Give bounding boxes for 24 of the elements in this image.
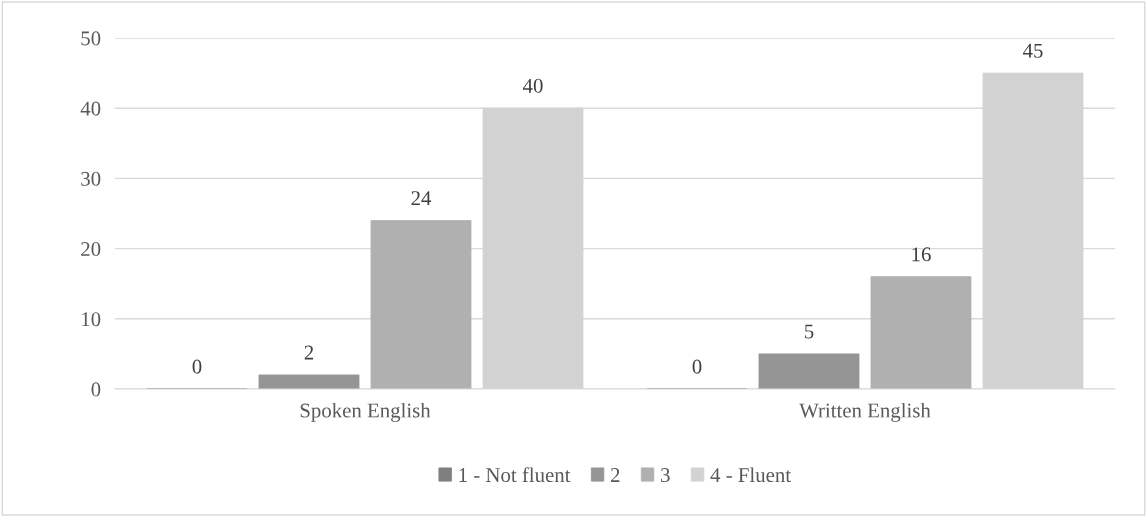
y-tick-label: 20 [81, 241, 101, 257]
data-label: 2 [304, 345, 314, 360]
data-label: 5 [805, 324, 814, 339]
y-tick-label: 0 [91, 382, 101, 397]
bar [870, 276, 972, 389]
x-tick-label: Spoken English [300, 402, 431, 422]
data-label: 0 [192, 359, 202, 374]
data-label: 40 [522, 78, 543, 93]
data-label: 16 [912, 247, 931, 262]
y-tick-label: 50 [81, 31, 101, 46]
y-tick-label: 40 [80, 101, 101, 116]
bar [370, 220, 472, 389]
legend-label: 3 [661, 468, 670, 483]
bar [258, 374, 360, 389]
data-label: 24 [411, 191, 432, 205]
data-label: 0 [692, 359, 702, 374]
legend-label: 4 - Fluent [710, 467, 791, 483]
legend-label: 2 [610, 468, 620, 482]
bar [758, 353, 860, 389]
data-label: 45 [1022, 43, 1043, 58]
x-tick-label: Written English [799, 402, 931, 422]
legend-label: 1 - Not fluent [459, 467, 571, 483]
y-tick-label: 30 [81, 171, 101, 186]
y-tick-label: 10 [82, 312, 101, 327]
